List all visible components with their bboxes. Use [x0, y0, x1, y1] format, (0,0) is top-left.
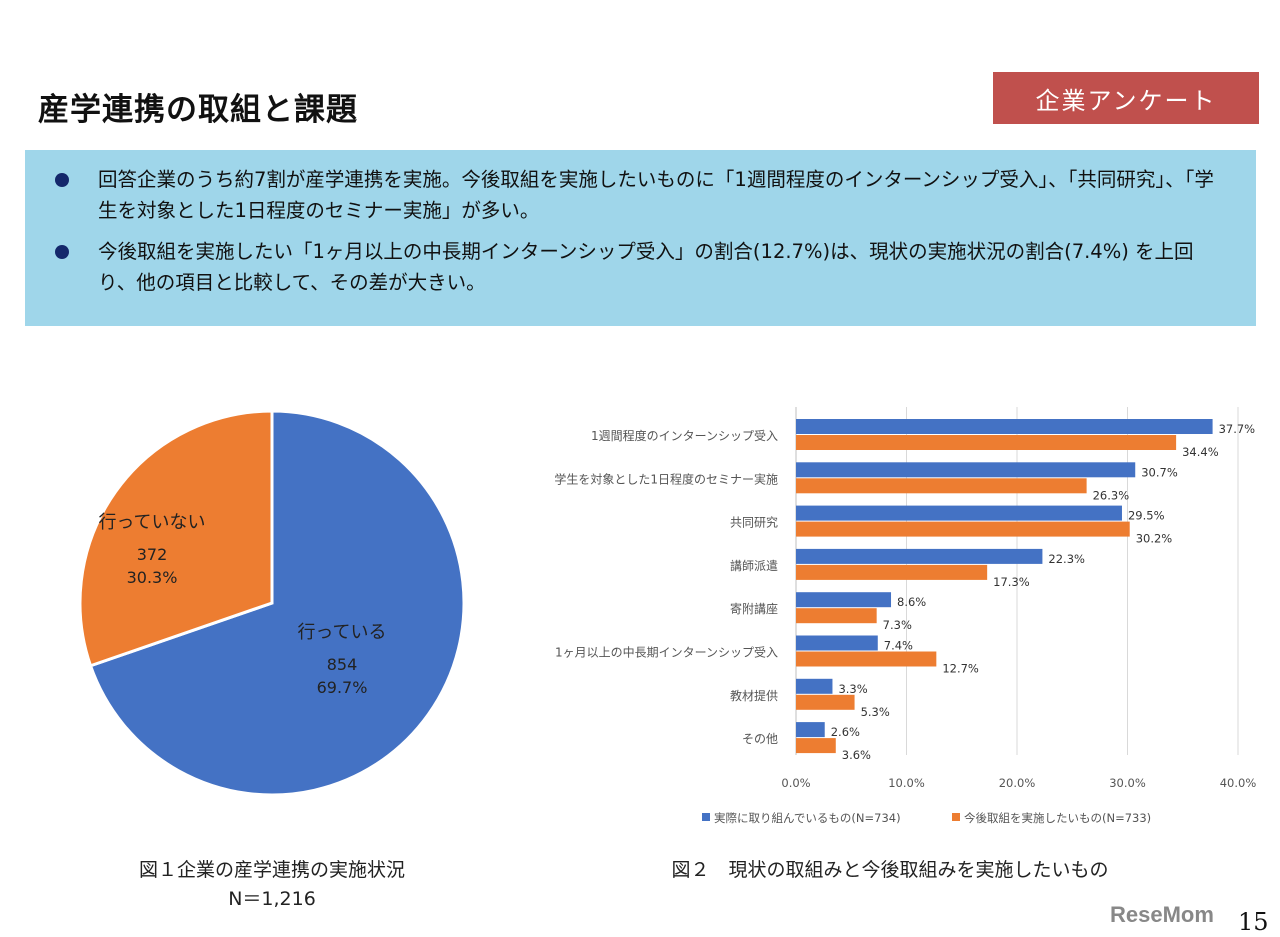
bar [796, 564, 988, 580]
slice-label: 行っている [297, 622, 386, 643]
bar [796, 548, 1043, 564]
data-label: 30.7% [1141, 465, 1178, 479]
category-label: 1ヶ月以上の中長期インターンシップ受入 [555, 645, 778, 660]
bar [796, 678, 833, 694]
data-label: 26.3% [1093, 488, 1130, 502]
x-tick-label: 40.0% [1220, 776, 1257, 790]
bar-caption: 図２ 現状の取組みと今後取組みを実施したいもの [671, 859, 1109, 881]
data-label: 8.6% [897, 595, 926, 609]
legend-label: 今後取組を実施したいもの(N=733) [964, 811, 1151, 825]
x-tick-label: 0.0% [781, 776, 810, 790]
x-tick-label: 10.0% [888, 776, 925, 790]
summary-bullet-1: 回答企業のうち約7割が産学連携を実施。今後取組を実施したいものに「1週間程度のイ… [98, 168, 1214, 222]
pie-slice [78, 409, 274, 668]
legend-swatch [952, 813, 960, 821]
survey-badge: 企業アンケート [993, 72, 1259, 124]
category-label: 教材提供 [730, 688, 778, 703]
pie-n: N＝1,216 [228, 888, 316, 910]
x-tick-label: 30.0% [1109, 776, 1146, 790]
bar [796, 521, 1130, 537]
bar [796, 738, 836, 754]
category-label: 寄附講座 [730, 601, 778, 616]
category-label: 講師派遣 [730, 558, 778, 573]
bar [796, 635, 878, 651]
page-title: 産学連携の取組と課題 [38, 92, 358, 128]
bar [796, 435, 1177, 450]
category-label: 1週間程度のインターンシップ受入 [591, 428, 778, 443]
bar-chart: 0.0% 10.0% 20.0% 30.0% 40.0% 1週間程度のインターンシップ受入… [554, 407, 1257, 825]
legend-swatch [702, 813, 710, 821]
data-label: 7.4% [884, 639, 913, 653]
data-label: 12.7% [942, 662, 979, 676]
category-label: 学生を対象とした1日程度のセミナー実施 [554, 471, 778, 486]
data-label: 3.3% [838, 682, 867, 696]
resemom-logo: ReseMom [1110, 902, 1214, 927]
data-label: 3.6% [842, 748, 871, 762]
data-label: 34.4% [1182, 445, 1219, 459]
slice-count: 854 [327, 655, 358, 674]
data-label: 2.6% [831, 725, 860, 739]
slice-count: 372 [137, 545, 168, 564]
data-label: 30.2% [1136, 532, 1173, 546]
bar [796, 478, 1087, 494]
pie-slice [88, 409, 466, 797]
bar [796, 651, 937, 667]
legend-label: 実際に取り組んでいるもの(N=734) [714, 811, 901, 825]
summary-row: 回答企業のうち約7割が産学連携を実施。今後取組を実施したいものに「1週間程度のイ… [55, 164, 1216, 226]
bar [796, 419, 1213, 434]
slice-label: 行っていない [98, 512, 205, 533]
bar [796, 722, 825, 738]
summary-row: 今後取組を実施したい「1ヶ月以上の中長期インターンシップ受入」の割合(12.7%… [55, 236, 1216, 298]
pie-caption: 図１企業の産学連携の実施状況 [138, 859, 405, 881]
pie-chart: 行っている 854 69.7% 行っていない 372 30.3% [78, 409, 466, 797]
data-label: 17.3% [993, 575, 1030, 589]
bar [796, 592, 892, 608]
summary-box: 回答企業のうち約7割が産学連携を実施。今後取組を実施したいものに「1週間程度のイ… [25, 150, 1256, 326]
bullet-icon [55, 173, 69, 187]
data-label: 29.5% [1128, 509, 1165, 523]
bar [796, 694, 855, 710]
bar [796, 505, 1122, 521]
x-tick-label: 20.0% [999, 776, 1036, 790]
summary-bullet-2: 今後取組を実施したい「1ヶ月以上の中長期インターンシップ受入」の割合(12.7%… [98, 240, 1194, 294]
bar [796, 608, 877, 624]
category-label: 共同研究 [730, 515, 778, 530]
bar [796, 462, 1136, 478]
category-label: その他 [742, 732, 778, 746]
bullet-icon [55, 245, 69, 259]
page-number: 15 [1238, 908, 1269, 936]
data-label: 37.7% [1219, 422, 1256, 436]
data-label: 5.3% [861, 705, 890, 719]
data-label: 7.3% [883, 618, 912, 632]
slice-percent: 30.3% [127, 568, 178, 587]
data-label: 22.3% [1048, 552, 1085, 566]
slice-percent: 69.7% [317, 678, 368, 697]
